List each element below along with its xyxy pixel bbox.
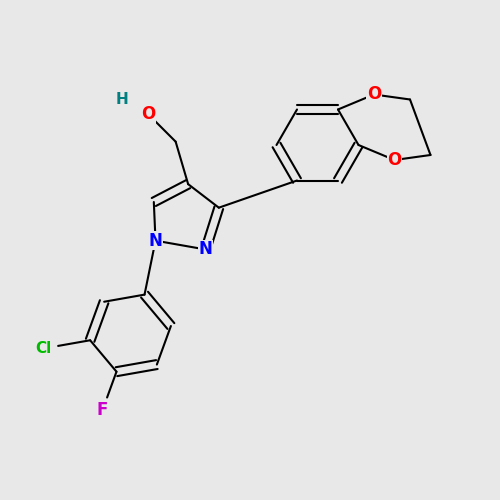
Text: H: H [116,92,128,106]
Text: N: N [198,240,212,258]
Text: O: O [388,151,402,169]
Text: O: O [141,105,156,123]
Text: Cl: Cl [35,341,51,356]
Text: F: F [97,401,108,419]
Text: O: O [367,86,381,103]
Text: N: N [148,232,162,250]
